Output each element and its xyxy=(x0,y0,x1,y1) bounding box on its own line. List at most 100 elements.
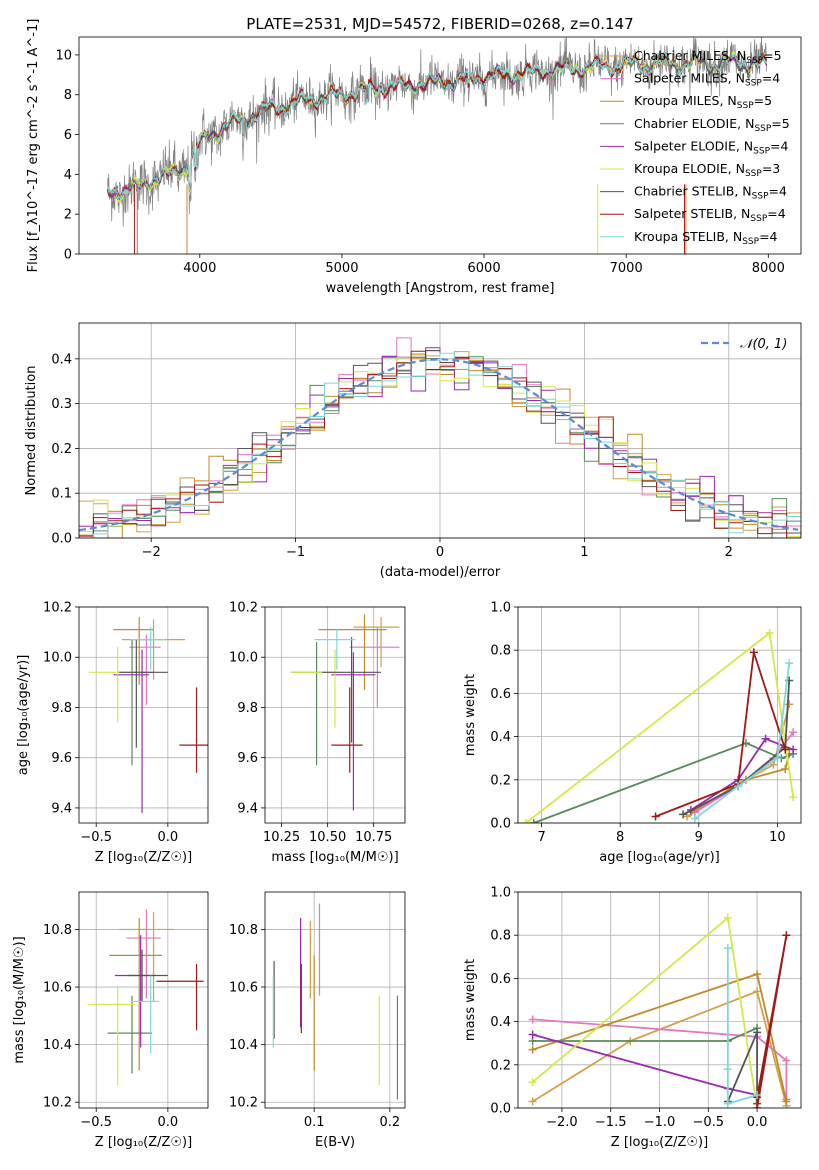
y-tick-label: 1.0 xyxy=(490,601,511,616)
figure-title: PLATE=2531, MJD=54572, FIBERID=0268, z=0… xyxy=(246,15,633,33)
y-tick-label: 4 xyxy=(64,168,72,183)
mass-weight-marker xyxy=(723,913,732,922)
x-axis-label: Z [log₁₀(Z/Z☉)] xyxy=(95,1135,192,1150)
mass-weight-line xyxy=(682,680,791,816)
x-tick-label: −2.0 xyxy=(546,1115,578,1130)
y-tick-label: 10.8 xyxy=(229,923,258,938)
plot-frame xyxy=(264,891,406,1109)
legend-label: Salpeter STELIB, NSSP=4 xyxy=(634,206,786,224)
legend-nssp: =4 xyxy=(770,138,788,153)
y-tick-label: 2 xyxy=(64,208,72,223)
mass-weight-marker xyxy=(789,745,798,754)
mass-weight-marker xyxy=(789,728,798,737)
mass-weight-marker xyxy=(782,1097,791,1106)
mass-weight-marker xyxy=(521,819,530,823)
mass-weight-marker xyxy=(529,819,538,823)
mass-weight-marker xyxy=(753,1028,762,1037)
x-tick-label: −1.5 xyxy=(595,1115,627,1130)
legend-nssp: =5 xyxy=(771,116,789,131)
mass-weight-marker xyxy=(651,812,660,821)
x-axis-label: wavelength [Angstrom, rest frame] xyxy=(326,281,555,296)
mass-weight-marker xyxy=(782,931,791,940)
x-tick-label: 6000 xyxy=(468,261,501,276)
mass-weight-marker xyxy=(773,754,782,763)
legend-model-name: Salpeter MILES, N xyxy=(634,71,745,86)
legend-model-name: Salpeter STELIB, N xyxy=(634,206,750,221)
x-axis-label: E(B-V) xyxy=(315,1135,355,1150)
x-tick-label: −1.0 xyxy=(644,1115,676,1130)
plot-frame xyxy=(78,36,802,255)
x-tick-label: 5000 xyxy=(325,261,358,276)
y-tick-label: 0.2 xyxy=(490,1058,511,1073)
mass-weight-marker xyxy=(723,944,732,953)
x-tick-label: 0 xyxy=(436,545,444,560)
mass-weight-marker xyxy=(753,1091,762,1100)
y-tick-label: 10.2 xyxy=(229,1096,258,1111)
y-tick-label: 9.8 xyxy=(51,701,72,716)
x-tick-label: 0.0 xyxy=(747,1115,768,1130)
y-tick-label: 0.6 xyxy=(490,687,511,702)
legend-label: Kroupa ELODIE, NSSP=3 xyxy=(634,161,780,179)
y-tick-label: 10.6 xyxy=(43,981,72,996)
errorbar-plot-area xyxy=(272,903,399,1100)
mass-weight-line xyxy=(694,663,791,820)
x-tick-label: 8 xyxy=(616,830,624,845)
mass-weight-marker xyxy=(749,648,758,657)
mass-weight-marker xyxy=(785,700,794,709)
y-tick-label: 9.6 xyxy=(237,751,258,766)
legend-model-name: Salpeter ELODIE, N xyxy=(634,138,753,153)
residual-histogram-step xyxy=(79,352,801,538)
mass-weight-line xyxy=(532,916,758,1108)
y-tick-label: 0.0 xyxy=(490,817,511,832)
y-tick-label: 0.4 xyxy=(490,1015,511,1030)
residuals-panel: −2 −1 0 1 2 0.0 0.1 0.2 0.3 0.4 (data-model)/error… xyxy=(24,322,802,580)
x-tick-label: 1 xyxy=(580,545,588,560)
model-spectrum-line xyxy=(107,51,767,200)
legend-model-name: Chabrier ELODIE, N xyxy=(634,116,754,131)
plot-frame xyxy=(78,606,209,824)
mass-weight-marker xyxy=(753,970,762,979)
x-tick-label: 10.25 xyxy=(263,830,300,845)
y-tick-label: 0.6 xyxy=(490,972,511,987)
y-tick-label: 9.8 xyxy=(237,701,258,716)
mass-weight-marker xyxy=(734,782,743,791)
y-tick-label: 10.4 xyxy=(229,1038,258,1053)
age-vs-metallicity-panel: −0.5 0.0 9.4 9.6 9.8 10.0 10.2 Z [log₁₀(Z/Z☉)] a… xyxy=(16,601,209,865)
mass-weight-line xyxy=(726,948,758,1105)
legend-model-name: Chabrier STELIB, N xyxy=(634,184,752,199)
legend-label: Kroupa MILES, NSSP=5 xyxy=(634,93,772,111)
mass-weight-marker xyxy=(785,659,794,668)
legend-label: Salpeter MILES, NSSP=4 xyxy=(634,71,780,89)
y-tick-label: 0.0 xyxy=(490,1102,511,1117)
mass-weight-marker xyxy=(528,1030,537,1039)
errorbar-plot-area xyxy=(89,617,208,813)
legend-subscript: SSP xyxy=(754,124,771,134)
x-tick-label: 7 xyxy=(537,830,545,845)
legend-nssp: =3 xyxy=(762,161,780,176)
y-tick-label: 0.8 xyxy=(490,929,511,944)
y-tick-label: 0.2 xyxy=(490,773,511,788)
legend-model-name: Kroupa ELODIE, N xyxy=(634,161,745,176)
mass-weight-marker xyxy=(679,810,688,819)
y-axis-label: age [log₁₀(age/yr)] xyxy=(16,655,31,776)
x-tick-label: −0.5 xyxy=(80,830,112,845)
legend-nssp: =4 xyxy=(767,206,785,221)
y-tick-label: 0.0 xyxy=(51,532,72,547)
y-tick-label: 9.4 xyxy=(237,801,258,816)
x-axis-label: age [log₁₀(age/yr)] xyxy=(599,850,720,865)
mass-weight-marker xyxy=(528,1097,537,1106)
weight-plot-area xyxy=(521,628,798,823)
spectrum-panel: 4000 5000 6000 7000 8000 0 2 4 6 8 10 wavelength [A… xyxy=(26,19,802,296)
y-tick-label: 0.1 xyxy=(51,487,72,502)
x-tick-label: 10 xyxy=(769,830,786,845)
x-tick-label: −0.5 xyxy=(80,1115,112,1130)
y-tick-label: 10.8 xyxy=(43,923,72,938)
weight-vs-age-panel: 7 8 9 10 0.0 0.2 0.4 0.6 0.8 1.0 age [log₁₀(age/yr… xyxy=(463,601,802,865)
mass-weight-line xyxy=(655,652,787,818)
y-axis-label: mass [log₁₀(M/M☉)] xyxy=(12,936,27,1063)
plot-frame xyxy=(78,891,209,1109)
y-axis-label: mass weight xyxy=(463,674,478,756)
y-tick-label: 10.2 xyxy=(43,601,72,616)
x-axis-label: Z [log₁₀(Z/Z☉)] xyxy=(95,850,192,865)
